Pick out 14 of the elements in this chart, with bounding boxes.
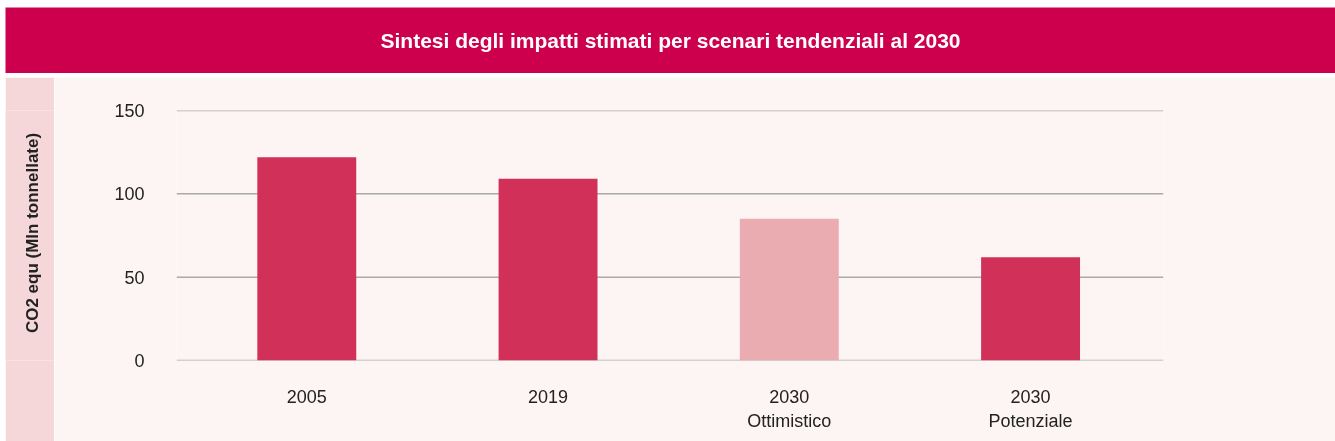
y-tick-label: 150 (114, 101, 145, 121)
x-tick-label: 2005 (286, 386, 327, 407)
y-tick-label: 50 (124, 267, 145, 288)
bar (981, 257, 1081, 361)
x-tick-label: 2019 (528, 386, 569, 407)
x-tick-label: 2030 Potenziale (988, 386, 1073, 431)
chart-title: Sintesi degli impatti stimati per scenari tendenziali al 2030 (380, 29, 961, 52)
bar (257, 157, 357, 361)
x-tick-label: 2030 Ottimistico (747, 386, 832, 431)
bar (498, 178, 598, 361)
y-tick-label: 0 (134, 351, 145, 371)
bar (739, 218, 839, 361)
y-axis-title: CO2 equ (Mln tonnellate) (22, 132, 42, 334)
y-tick-label: 100 (114, 184, 145, 205)
